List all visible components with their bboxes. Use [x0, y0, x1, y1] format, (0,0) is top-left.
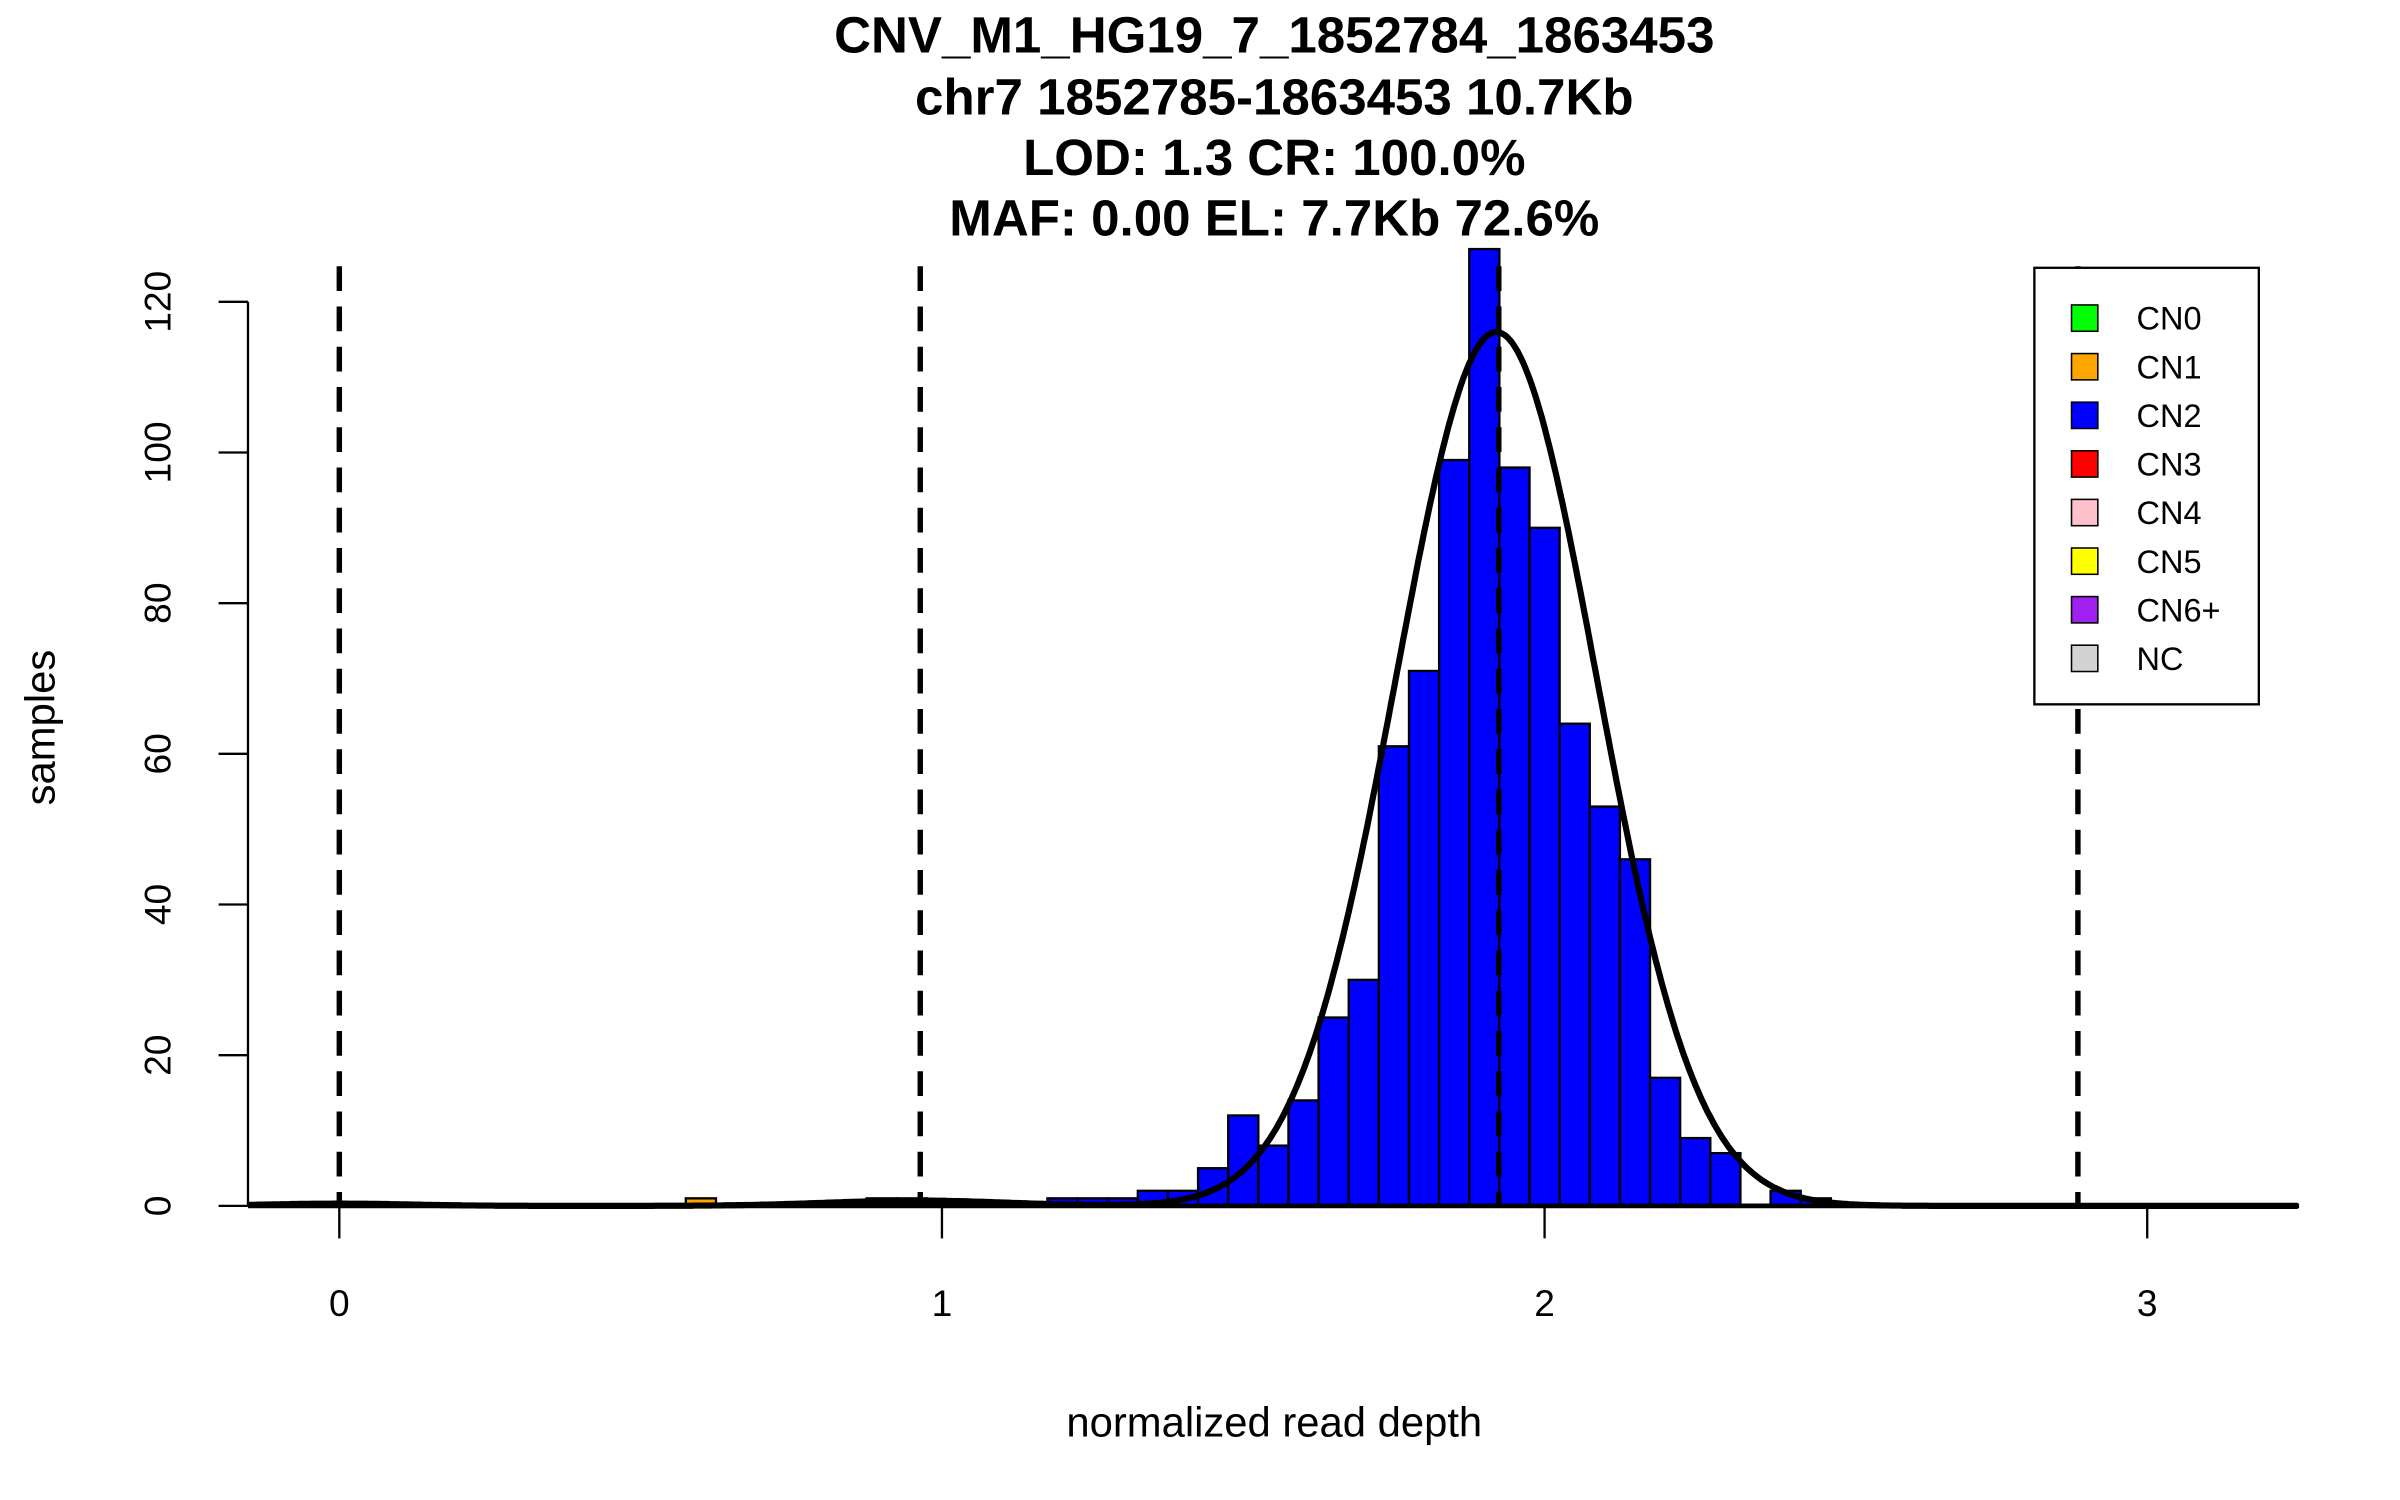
histogram-bar [1347, 978, 1381, 1208]
chart-title: CNV_M1_HG19_7_1852784_1863453 chr7 18527… [834, 7, 1714, 247]
histogram-bar [1317, 1016, 1350, 1208]
histogram-bar [1558, 722, 1591, 1208]
x-tick-label: 2 [1534, 1282, 1555, 1324]
fit-curve [248, 328, 2298, 1209]
histogram-bar [1468, 247, 1501, 1208]
legend-swatch-cn1 [2070, 352, 2099, 381]
title-line-2: chr7 1852785-1863453 10.7Kb [915, 69, 1634, 126]
legend-label: CN4 [2137, 495, 2202, 531]
y-tick-label: 0 [137, 1196, 179, 1217]
legend-box [2033, 266, 2260, 706]
histogram-bar [1648, 1076, 1682, 1208]
histogram-bars [684, 247, 1832, 1208]
histogram-bar [1257, 1144, 1290, 1208]
legend-swatch-cn3 [2070, 450, 2099, 478]
title-line-3: LOD: 1.3 CR: 100.0% [1023, 129, 1525, 186]
y-tick-label: 120 [137, 271, 179, 333]
legend-swatch-cn2 [2070, 401, 2099, 430]
legend-label: CN6+ [2137, 592, 2221, 628]
y-tick-label: 100 [137, 421, 179, 483]
title-line-1: CNV_M1_HG19_7_1852784_1863453 [834, 7, 1714, 64]
legend-label: CN5 [2137, 544, 2202, 580]
x-axis-label: normalized read depth [1066, 1399, 1482, 1446]
histogram-bar [1709, 1151, 1742, 1208]
y-tick-label: 40 [137, 884, 179, 925]
y-tick-label: 20 [137, 1035, 179, 1076]
histogram-bar [1498, 466, 1531, 1208]
legend-swatch-cn0 [2070, 304, 2099, 333]
histogram-bar [1679, 1136, 1712, 1208]
histogram-bar [1588, 805, 1622, 1208]
legend-label: NC [2137, 641, 2184, 677]
legend-label: CN2 [2137, 398, 2202, 434]
histogram-bar [1528, 526, 1561, 1208]
y-axis-label: samples [16, 650, 63, 806]
histogram-bar [1407, 669, 1441, 1208]
x-tick-label: 3 [2137, 1282, 2158, 1324]
axes: 0 1 2 3 0 20 40 60 80 100 120 [137, 271, 2300, 1324]
title-line-4: MAF: 0.00 EL: 7.7Kb 72.6% [949, 189, 1599, 246]
legend-label: CN1 [2137, 349, 2202, 385]
histogram-bar [1287, 1099, 1320, 1208]
legend-swatch-nc [2070, 644, 2099, 673]
y-tick-label: 80 [137, 583, 179, 624]
legend-swatch-cn5 [2070, 547, 2099, 576]
x-tick-label: 0 [329, 1282, 350, 1324]
y-tick-label: 60 [137, 733, 179, 774]
x-tick-label: 1 [932, 1282, 953, 1324]
legend: CN0 CN1 CN2 CN3 CN4 CN5 CN6+ NC [2033, 266, 2260, 706]
histogram-bar [1437, 458, 1471, 1208]
legend-swatch-cn4 [2070, 498, 2099, 527]
legend-label: CN3 [2137, 447, 2202, 483]
legend-label: CN0 [2137, 301, 2202, 337]
legend-swatch-cn6plus [2070, 595, 2099, 624]
histogram-bar [1377, 745, 1411, 1208]
dashed-lines [336, 266, 2081, 1206]
